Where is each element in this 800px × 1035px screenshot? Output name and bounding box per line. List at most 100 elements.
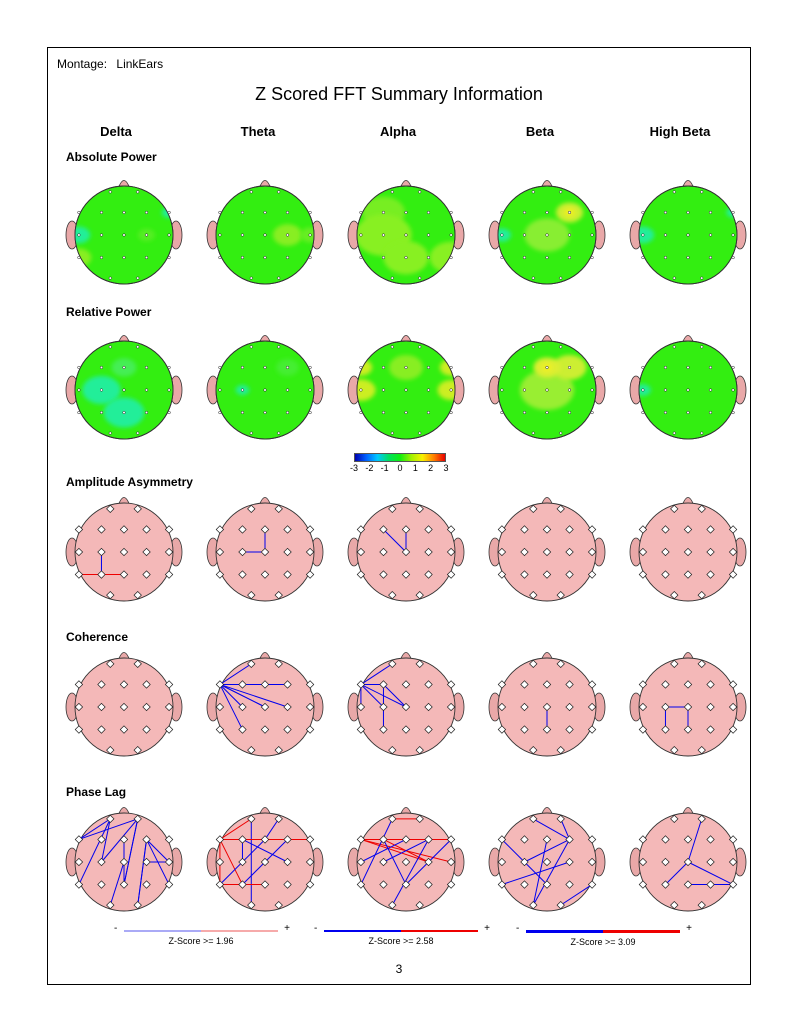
section-relative-power: Relative Power	[66, 305, 152, 319]
connection-line-F7-C4	[360, 838, 429, 863]
electrode-T3	[215, 547, 225, 557]
head-map-coherence-delta	[65, 652, 183, 757]
electrode-O2	[556, 745, 565, 755]
colorbar-tick-label: 3	[443, 463, 449, 473]
electrode-F8	[167, 365, 171, 370]
electrode-C3	[238, 702, 247, 712]
electrode-O1	[106, 745, 115, 755]
electrode-O1	[529, 900, 538, 910]
electrode-P4	[283, 880, 292, 889]
electrode-F8	[728, 525, 738, 534]
electrode-T3	[638, 702, 648, 712]
electrode-P4	[283, 725, 292, 734]
connection-line-Cz-T6	[687, 861, 734, 885]
electrode-T3	[641, 388, 645, 392]
electrode-F4	[424, 525, 433, 534]
electrode-F3	[661, 835, 670, 844]
electrode-T6	[728, 880, 738, 889]
electrode-O2	[418, 431, 422, 435]
electrode-Cz	[260, 547, 270, 557]
electrode-C3	[240, 233, 245, 237]
electrode-T5	[74, 725, 84, 734]
electrode-T3	[74, 547, 84, 557]
electrode-O1	[108, 276, 112, 280]
electrode-P3	[238, 880, 247, 889]
electrode-T4	[308, 233, 312, 237]
electrode-Fp2	[556, 659, 565, 669]
electrode-O2	[700, 276, 704, 280]
electrode-O1	[672, 431, 676, 435]
band-label-beta: Beta	[525, 124, 555, 139]
electrode-Fp2	[277, 190, 281, 194]
electrode-F8	[590, 210, 594, 215]
electrode-O2	[415, 590, 424, 600]
legend-line-medium	[324, 930, 478, 932]
electrode-P4	[708, 255, 713, 260]
electrode-F3	[379, 525, 388, 534]
electrode-Pz	[683, 880, 693, 889]
electrode-T6	[446, 725, 456, 734]
electrode-Cz	[401, 702, 411, 712]
electrode-F4	[565, 680, 574, 689]
electrode-T5	[497, 880, 507, 889]
electrode-C4	[567, 233, 572, 237]
electrode-P4	[565, 880, 574, 889]
electrode-C4	[142, 702, 151, 712]
electrode-Fp2	[418, 190, 422, 194]
electrode-C3	[522, 233, 527, 237]
electrode-F7	[497, 525, 507, 534]
electrode-T6	[731, 255, 735, 260]
electrode-Fp2	[700, 190, 704, 194]
electrode-Cz	[404, 233, 408, 237]
electrode-C3	[663, 233, 668, 237]
connection-line-F3-Pz	[383, 839, 407, 885]
electrode-F4	[283, 525, 292, 534]
electrode-Fp2	[559, 345, 563, 349]
electrode-Pz	[119, 570, 129, 579]
electrode-F3	[663, 365, 668, 370]
head-map-absolute-power-theta	[206, 180, 324, 285]
electrode-T5	[215, 725, 225, 734]
electrode-T6	[308, 410, 312, 415]
electrode-T4	[305, 857, 315, 867]
electrode-Cz	[542, 857, 552, 867]
electrode-T4	[167, 388, 171, 392]
electrode-O1	[108, 431, 112, 435]
electrode-F8	[590, 365, 594, 370]
electrode-T6	[587, 880, 597, 889]
electrode-F4	[424, 835, 433, 844]
connection-line-Fz-T3	[360, 839, 407, 863]
electrode-F8	[164, 835, 174, 844]
electrode-T3	[497, 547, 507, 557]
electrode-Fp1	[249, 190, 253, 194]
electrode-C3	[238, 547, 247, 557]
electrode-T3	[77, 233, 81, 237]
zscore-legend-2: - + Z-Score >= 2.58	[314, 923, 490, 946]
electrode-Fz	[683, 835, 693, 844]
electrode-P4	[426, 410, 431, 415]
electrode-F4	[283, 835, 292, 844]
electrode-P3	[520, 725, 529, 734]
electrode-T4	[587, 702, 597, 712]
electrode-T3	[74, 857, 84, 867]
electrode-Fp2	[415, 814, 424, 824]
electrode-F7	[215, 525, 225, 534]
connection-line-F7-Cz	[219, 684, 266, 708]
electrode-T6	[731, 410, 735, 415]
electrode-Fz	[122, 365, 126, 370]
electrode-Pz	[545, 410, 549, 415]
electrode-F4	[283, 680, 292, 689]
electrode-C3	[520, 547, 529, 557]
electrode-Fp2	[556, 504, 565, 514]
electrode-Fz	[263, 365, 267, 370]
electrode-Pz	[260, 570, 270, 579]
electrode-Fp1	[529, 814, 538, 824]
electrode-Cz	[542, 547, 552, 557]
electrode-C4	[283, 547, 292, 557]
electrode-T5	[74, 570, 84, 579]
electrode-T6	[305, 570, 315, 579]
electrode-T4	[446, 702, 456, 712]
electrode-Fp2	[697, 659, 706, 669]
electrode-T3	[356, 702, 366, 712]
electrode-T6	[587, 570, 597, 579]
